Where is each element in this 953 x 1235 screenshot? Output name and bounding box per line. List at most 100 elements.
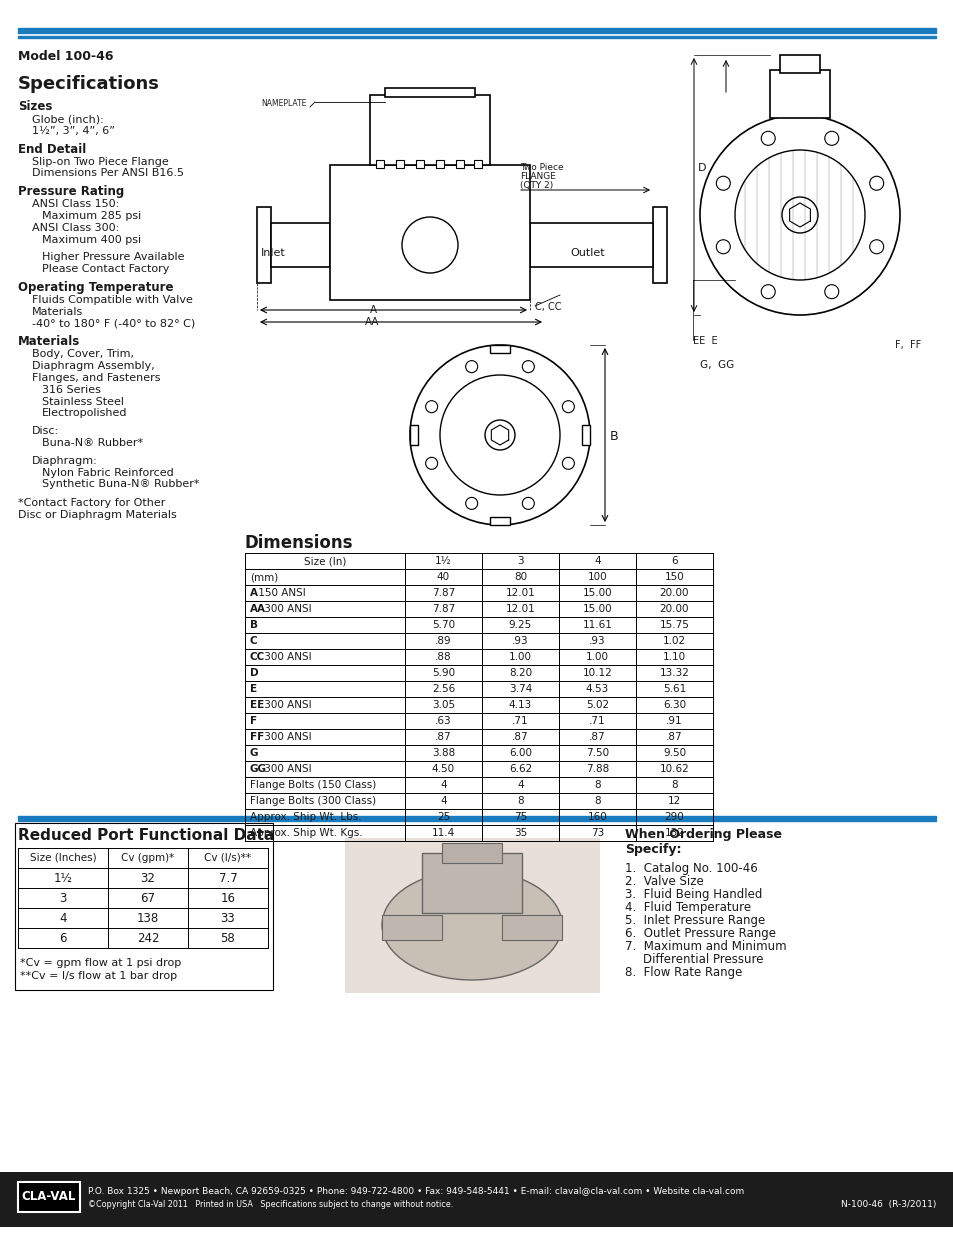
Circle shape (561, 400, 574, 412)
Text: Pressure Rating: Pressure Rating (18, 185, 124, 198)
Text: Reduced Port Functional Data: Reduced Port Functional Data (18, 827, 274, 844)
Text: 4: 4 (594, 556, 600, 566)
Text: 8: 8 (594, 797, 600, 806)
Circle shape (716, 240, 730, 253)
Text: 6: 6 (59, 931, 67, 945)
Circle shape (425, 400, 437, 412)
Text: 5.02: 5.02 (585, 700, 608, 710)
Text: Diaphragm:: Diaphragm: (32, 456, 97, 466)
Text: 300 ANSI: 300 ANSI (261, 604, 312, 614)
Text: 5.61: 5.61 (662, 684, 685, 694)
Text: D: D (698, 163, 706, 173)
Ellipse shape (381, 869, 561, 981)
Text: 6.62: 6.62 (508, 764, 532, 774)
Text: When Ordering Please: When Ordering Please (624, 827, 781, 841)
Text: Body, Cover, Trim,: Body, Cover, Trim, (32, 350, 133, 359)
Text: P.O. Box 1325 • Newport Beach, CA 92659-0325 • Phone: 949-722-4800 • Fax: 949-54: P.O. Box 1325 • Newport Beach, CA 92659-… (88, 1187, 743, 1195)
Text: Sizes: Sizes (18, 100, 52, 112)
Text: 150 ANSI: 150 ANSI (255, 588, 306, 598)
Text: 1½”, 3”, 4”, 6”: 1½”, 3”, 4”, 6” (32, 126, 115, 136)
Text: Dimensions Per ANSI B16.5: Dimensions Per ANSI B16.5 (32, 168, 184, 178)
Text: 7.  Maximum and Minimum: 7. Maximum and Minimum (624, 940, 786, 953)
Text: 3.  Fluid Being Handled: 3. Fluid Being Handled (624, 888, 761, 902)
Text: 138: 138 (136, 911, 159, 925)
Text: 290: 290 (664, 811, 683, 823)
Text: .87: .87 (589, 732, 605, 742)
Text: .89: .89 (435, 636, 452, 646)
Bar (530, 224, 652, 267)
Circle shape (700, 115, 899, 315)
Circle shape (869, 177, 882, 190)
Text: Inlet: Inlet (261, 248, 286, 258)
Text: 5.90: 5.90 (432, 668, 455, 678)
Text: Disc or Diaphragm Materials: Disc or Diaphragm Materials (18, 510, 176, 520)
Text: 7.50: 7.50 (585, 748, 608, 758)
Text: GG: GG (250, 764, 267, 774)
Text: CC: CC (250, 652, 265, 662)
Text: FF: FF (250, 732, 264, 742)
Text: 67: 67 (140, 892, 155, 904)
Text: Operating Temperature: Operating Temperature (18, 282, 173, 294)
Text: 6: 6 (671, 556, 677, 566)
Text: .63: .63 (435, 716, 452, 726)
Text: A: A (250, 588, 257, 598)
Text: 1.  Catalog No. 100-46: 1. Catalog No. 100-46 (624, 862, 757, 876)
Text: 1.00: 1.00 (585, 652, 608, 662)
Circle shape (734, 149, 864, 280)
Text: 10.12: 10.12 (582, 668, 612, 678)
Text: Outlet: Outlet (569, 248, 604, 258)
Text: 4.53: 4.53 (585, 684, 608, 694)
Text: 25: 25 (436, 811, 450, 823)
Text: Specify:: Specify: (624, 844, 680, 856)
Text: .87: .87 (435, 732, 452, 742)
Text: .91: .91 (665, 716, 682, 726)
Text: 9.50: 9.50 (662, 748, 685, 758)
Bar (769, 70, 829, 119)
Text: 1.10: 1.10 (662, 652, 685, 662)
Text: **Cv = l/s flow at 1 bar drop: **Cv = l/s flow at 1 bar drop (20, 971, 177, 981)
Text: Approx. Ship Wt. Lbs.: Approx. Ship Wt. Lbs. (250, 811, 361, 823)
Text: 9.25: 9.25 (508, 620, 532, 630)
Bar (271, 224, 330, 267)
Text: End Detail: End Detail (18, 142, 86, 156)
Bar (18, 816, 935, 819)
Text: 32: 32 (140, 872, 155, 884)
Text: 7.7: 7.7 (218, 872, 237, 884)
Text: 58: 58 (220, 931, 235, 945)
Circle shape (824, 285, 838, 299)
Bar (421, 853, 521, 913)
Text: CLA-VAL: CLA-VAL (22, 1191, 76, 1203)
Bar (501, 915, 561, 940)
Text: 10.62: 10.62 (659, 764, 689, 774)
Text: FLANGE: FLANGE (519, 172, 556, 182)
Text: 16: 16 (220, 892, 235, 904)
Text: .93: .93 (512, 636, 528, 646)
Circle shape (522, 498, 534, 509)
Text: .71: .71 (512, 716, 528, 726)
Circle shape (760, 285, 775, 299)
Bar (581, 425, 589, 445)
Text: 8.20: 8.20 (508, 668, 532, 678)
Text: N-100-46  (R-3/2011): N-100-46 (R-3/2011) (840, 1200, 935, 1209)
Text: Cv (l/s)**: Cv (l/s)** (204, 853, 252, 863)
Text: 80: 80 (514, 572, 526, 582)
Bar (780, 56, 820, 73)
Text: 4.50: 4.50 (432, 764, 455, 774)
Text: 12.01: 12.01 (505, 588, 535, 598)
Text: 3.88: 3.88 (432, 748, 455, 758)
Bar (436, 161, 443, 168)
Text: Materials: Materials (32, 306, 83, 317)
Circle shape (484, 420, 515, 450)
Text: 6.30: 6.30 (662, 700, 685, 710)
Text: AA: AA (365, 317, 379, 327)
Text: 33: 33 (220, 911, 235, 925)
Text: 1.00: 1.00 (509, 652, 532, 662)
Circle shape (410, 345, 589, 525)
Text: Cv (gpm)*: Cv (gpm)* (121, 853, 174, 863)
Text: AA: AA (250, 604, 266, 614)
Text: Slip-on Two Piece Flange: Slip-on Two Piece Flange (32, 157, 169, 167)
Text: Diaphragm Assembly,: Diaphragm Assembly, (32, 361, 154, 372)
Bar (456, 161, 463, 168)
Text: 15.00: 15.00 (582, 588, 612, 598)
Circle shape (781, 198, 817, 233)
